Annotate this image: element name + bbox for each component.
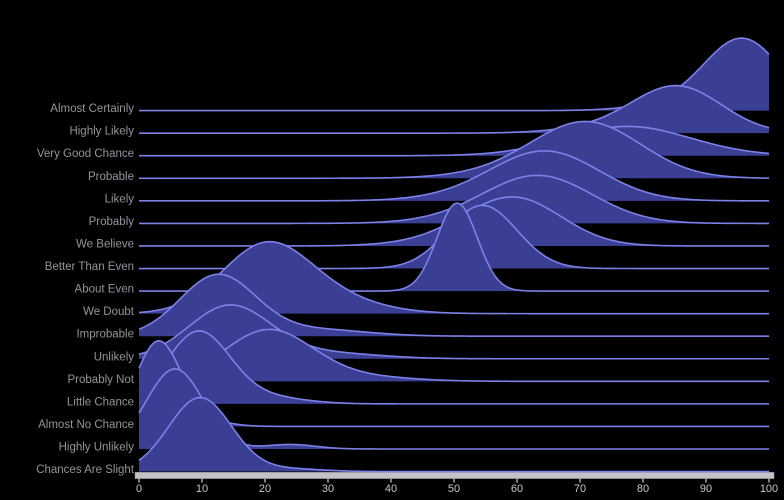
y-axis-label: Highly Likely <box>69 126 134 138</box>
y-axis-label: Almost No Chance <box>38 419 134 431</box>
ridge-outline <box>139 125 770 157</box>
x-axis-tick-label: 90 <box>700 483 712 495</box>
x-axis-tick <box>453 478 455 483</box>
ridge-area <box>139 85 769 134</box>
x-axis-tick-label: 100 <box>760 483 778 495</box>
ridge-area <box>139 121 769 179</box>
x-axis-tick-label: 40 <box>385 483 397 495</box>
ridge-area <box>139 150 769 201</box>
y-axis-label: Almost Certainly <box>50 103 134 115</box>
x-axis-tick-label: 50 <box>448 483 460 495</box>
x-axis-line <box>134 472 775 479</box>
x-axis-tick-label: 10 <box>196 483 208 495</box>
x-axis-tick <box>516 478 518 483</box>
y-axis-label: Better Than Even <box>45 261 134 273</box>
y-axis-label: Improbable <box>76 329 134 341</box>
y-axis-label: Probable <box>88 171 134 183</box>
x-axis-tick <box>579 478 581 483</box>
ridge-outline <box>138 240 769 315</box>
x-axis-tick-label: 80 <box>637 483 649 495</box>
x-axis-tick <box>138 478 140 483</box>
ridge-area <box>139 329 769 382</box>
y-axis-label: We Believe <box>76 238 134 250</box>
y-axis-label: Very Good Chance <box>37 148 134 160</box>
x-axis-tick <box>390 478 392 483</box>
x-axis-tick <box>201 478 203 483</box>
x-axis-tick-label: 0 <box>136 483 142 495</box>
y-axis-label: Little Chance <box>67 396 134 408</box>
ridge-outline <box>138 273 769 337</box>
ridge-area <box>139 330 769 404</box>
ridge-outline <box>139 84 770 134</box>
x-axis-tick <box>642 478 644 483</box>
ridge-outline <box>139 150 769 202</box>
x-axis-tick-label: 20 <box>259 483 271 495</box>
y-axis-label: Probably <box>89 216 135 228</box>
ridge-outline <box>138 396 769 473</box>
y-axis-label: About Even <box>75 284 134 296</box>
y-axis-label: Highly Unlikely <box>59 442 135 454</box>
y-axis-label: Likely <box>105 193 135 205</box>
x-axis-tick <box>705 478 707 483</box>
x-axis-tick <box>768 478 770 483</box>
x-axis-tick-label: 30 <box>322 483 334 495</box>
x-axis-tick-label: 60 <box>511 483 523 495</box>
ridge-outline <box>138 330 769 405</box>
ridge-outline <box>138 304 769 360</box>
ridge-area <box>139 397 769 472</box>
x-axis-tick <box>327 478 329 483</box>
x-axis-tick-label: 70 <box>574 483 586 495</box>
ridge-area <box>139 241 769 314</box>
ridge-outline <box>139 120 770 180</box>
ridge-outline <box>138 328 769 383</box>
y-axis-label: Probably Not <box>68 374 135 386</box>
x-axis-tick <box>264 478 266 483</box>
y-axis-label: Unlikely <box>94 351 135 363</box>
ridge-area <box>139 203 769 292</box>
ridge-outline <box>138 339 769 428</box>
y-axis-label: We Doubt <box>83 306 135 318</box>
ridge-area <box>139 175 769 224</box>
y-axis-label: Chances Are Slight <box>36 464 135 476</box>
